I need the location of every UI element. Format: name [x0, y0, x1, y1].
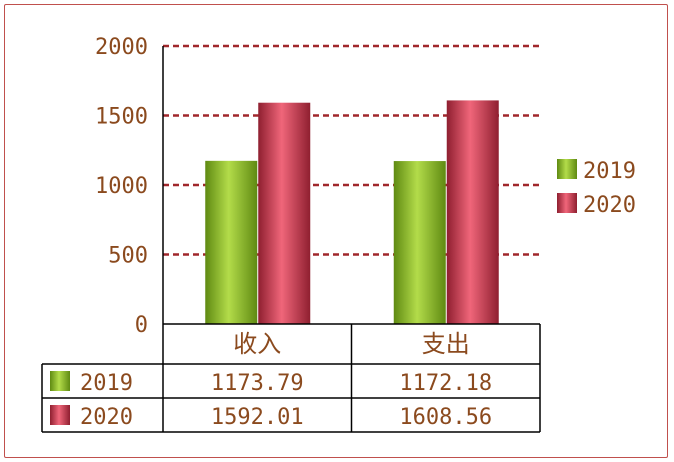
- legend-swatch: [557, 159, 577, 179]
- table-legend-swatch: [50, 371, 70, 391]
- category-label: 收入: [233, 330, 281, 358]
- table-row-label: 2019: [80, 371, 133, 396]
- y-tick-label: 0: [135, 313, 148, 338]
- table-legend-swatch: [50, 405, 70, 425]
- y-tick-label: 1500: [95, 105, 148, 130]
- table-cell-value: 1592.01: [211, 405, 304, 430]
- y-tick-label: 500: [108, 244, 148, 269]
- bar-2019-0: [205, 160, 258, 324]
- chart-frame: [4, 4, 668, 458]
- table-cell-value: 1172.18: [399, 371, 492, 396]
- bar-2019-1: [393, 161, 446, 324]
- table-cell-value: 1608.56: [399, 405, 492, 430]
- legend-label: 2019: [583, 159, 636, 184]
- legend-label: 2020: [583, 193, 636, 218]
- table-cell-value: 1173.79: [211, 371, 304, 396]
- y-tick-label: 2000: [95, 35, 148, 60]
- bar-2020-0: [258, 102, 311, 325]
- legend-swatch: [557, 193, 577, 213]
- y-tick-label: 1000: [95, 174, 148, 199]
- category-label: 支出: [422, 330, 470, 358]
- bar-2020-1: [446, 100, 499, 324]
- table-row-label: 2020: [80, 405, 133, 430]
